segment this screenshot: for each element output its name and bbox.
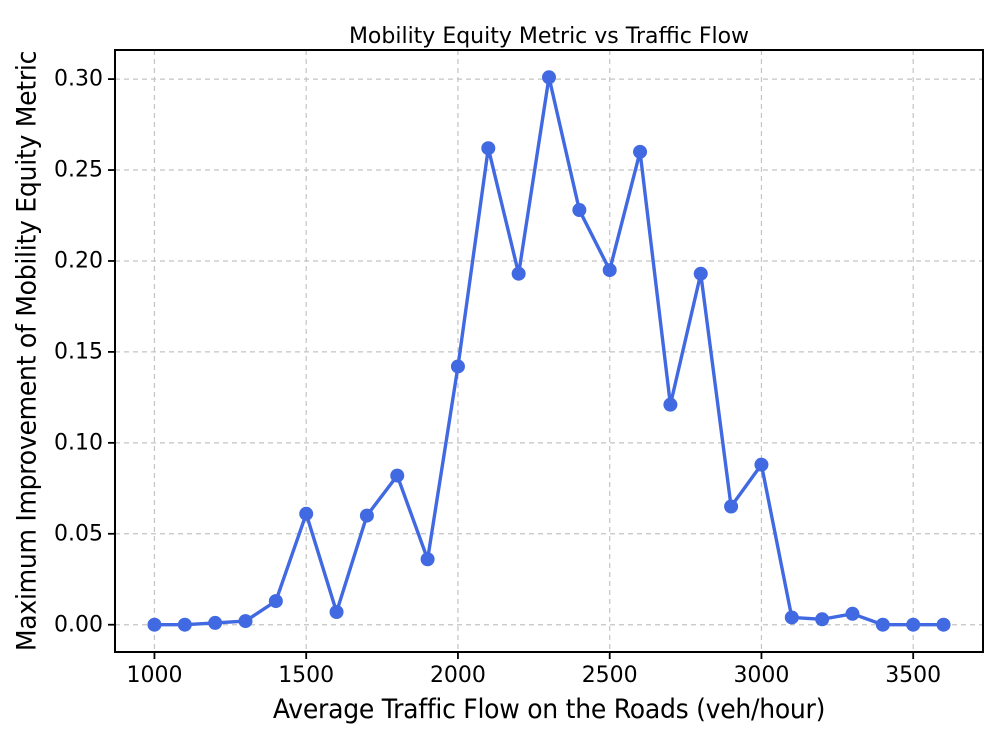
data-point [329,604,344,619]
x-tick-label: 3500 [885,663,942,688]
grid-lines [115,50,983,652]
x-tick-label: 1500 [278,663,335,688]
data-point [268,594,283,609]
x-tick-label: 2500 [581,663,638,688]
data-point [633,144,648,159]
plot-frame [114,49,984,653]
data-point [906,617,921,632]
y-tick-label: 0.15 [54,339,103,365]
data-point [177,617,192,632]
axis-ticks [108,78,915,659]
data-point [784,610,799,625]
x-tick-label: 1000 [126,663,183,688]
y-tick-label: 0.10 [54,430,103,456]
data-point [147,617,162,632]
data-point [511,266,526,281]
data-point [754,457,769,472]
data-point [299,506,314,521]
data-point [936,617,951,632]
line-series [147,70,951,632]
data-point [875,617,890,632]
data-point [390,468,405,483]
axes-frame [114,49,984,653]
x-tick-label: 3000 [733,663,790,688]
data-point [420,552,435,567]
y-tick-label: 0.20 [54,248,103,274]
data-point [815,612,830,627]
y-tick-label: 0.05 [54,521,103,547]
data-point [542,70,556,85]
data-point [602,263,617,278]
data-point [724,499,739,514]
y-tick-label: 0.00 [54,612,103,638]
data-point [693,266,708,281]
data-point [208,615,223,630]
x-tick-label: 2000 [429,663,486,688]
y-tick-label: 0.30 [54,66,103,92]
data-point [359,508,374,523]
y-tick-label: 0.25 [54,157,103,183]
data-point [238,614,253,629]
series-line [152,75,946,627]
data-point [481,141,496,156]
data-point [572,203,587,218]
data-point [845,606,860,621]
data-point [450,359,465,374]
x-axis-label: Average Traffic Flow on the Roads (veh/h… [272,694,826,725]
data-point [663,397,678,412]
chart-title: Mobility Equity Metric vs Traffic Flow [348,24,750,49]
